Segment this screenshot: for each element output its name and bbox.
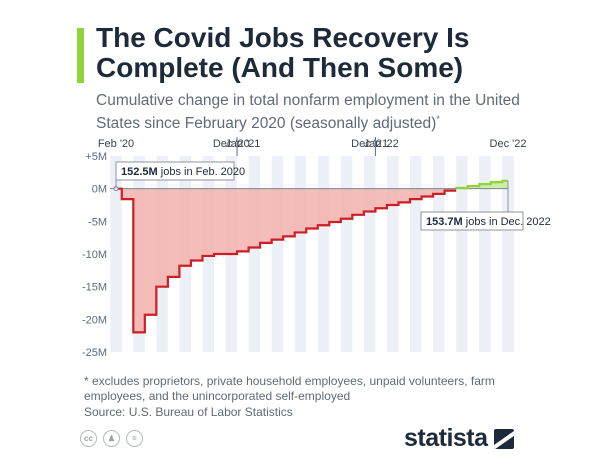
- title-accent-bar: [77, 28, 84, 83]
- cc-icon[interactable]: cc: [80, 430, 97, 447]
- brand-name: statista: [404, 424, 488, 452]
- x-tick-label: Feb '20: [98, 138, 134, 150]
- month-band: [317, 156, 330, 352]
- month-band: [502, 156, 514, 352]
- person-icon[interactable]: ♟: [103, 430, 120, 447]
- callout-label: 152.5M jobs in Feb. 2020: [121, 166, 245, 178]
- month-band: [340, 156, 353, 352]
- y-tick-label: 0M: [92, 184, 107, 196]
- y-tick-label: -25M: [82, 347, 107, 359]
- statista-mark-icon: [493, 428, 514, 449]
- y-tick-label: -15M: [82, 282, 107, 294]
- chart-title: The Covid Jobs Recovery Is Complete (And…: [96, 22, 470, 83]
- x-tick-label: Dec '20: [213, 138, 250, 150]
- x-tick-label: Jan '22: [364, 138, 399, 150]
- job-loss-area: [116, 188, 457, 333]
- x-tick-label: Dec '22: [490, 138, 527, 150]
- month-band: [433, 156, 445, 352]
- footnote: * excludes proprietors, private househol…: [84, 374, 495, 403]
- month-band: [248, 156, 261, 352]
- license-icons: cc ♟ =: [80, 430, 143, 447]
- callout-box: [420, 211, 524, 231]
- month-band: [110, 156, 122, 352]
- x-tick-label: Jan '21: [225, 138, 260, 150]
- x-tick-label: Dec '21: [351, 138, 388, 150]
- statista-logo[interactable]: statista: [404, 424, 514, 453]
- job-loss-line: [116, 187, 457, 334]
- month-band: [386, 156, 399, 352]
- month-band: [271, 156, 284, 352]
- subtitle-footnote-marker: *: [436, 114, 440, 124]
- subtitle-text: Cumulative change in total nonfarm emplo…: [96, 92, 520, 133]
- month-band: [479, 156, 491, 352]
- source: Source: U.S. Bureau of Labor Statistics: [84, 405, 293, 419]
- job-gain-line: [455, 179, 508, 190]
- y-tick-label: -5M: [88, 216, 107, 228]
- month-band: [363, 156, 376, 352]
- y-tick-label: +5M: [85, 151, 107, 163]
- month-band: [456, 156, 468, 352]
- month-band: [294, 156, 307, 352]
- chart-subtitle: Cumulative change in total nonfarm emplo…: [96, 91, 566, 133]
- equals-icon[interactable]: =: [126, 430, 143, 447]
- month-band: [410, 156, 422, 352]
- callout-label: 153.7M jobs in Dec. 2022: [426, 216, 551, 228]
- y-tick-label: -10M: [82, 249, 107, 261]
- y-tick-label: -20M: [82, 314, 107, 326]
